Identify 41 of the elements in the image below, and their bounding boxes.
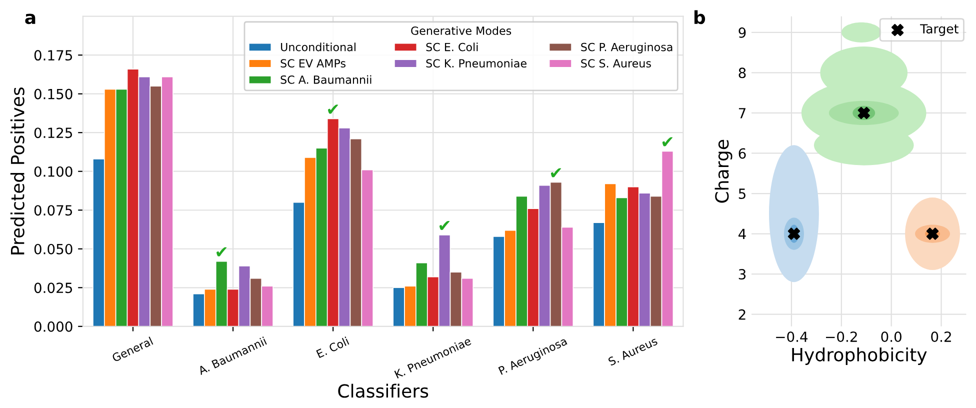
x-tick-label: 0.2 [931,332,951,342]
y-tick-label: 3 [738,269,746,280]
y-tick-label: 0.150 [34,88,72,100]
y-tick-label: 0.025 [34,282,72,294]
legend-label: Unconditional [281,42,356,52]
y-tick-label: 0.100 [34,166,72,177]
y-tick-label: 2 [738,309,746,320]
x-tick-label: −0.4 [776,332,808,342]
x-tick-label: 0.0 [881,332,902,342]
y-tick-label: 6 [738,148,746,159]
legend-title: Generative Modes [411,26,512,35]
x-axis-title: Hydrophobicity [792,347,927,365]
y-tick-label: 0.125 [34,128,72,138]
x-axis-title: Classifiers [338,384,428,398]
x-tick-label: −0.2 [826,332,857,342]
annotation: ✔ [216,247,227,256]
annotation: ✔ [328,104,338,114]
y-axis-title: Charge [714,140,732,203]
y-axis-title: Predicted Positives [10,87,24,254]
annotation: ✔ [439,220,450,230]
y-tick-label: 0.000 [34,321,72,332]
legend-label: SC A. Baumannii [280,75,372,84]
legend-label: SC EV AMPs [280,59,346,68]
text: a [25,14,36,24]
y-tick-label: 0.075 [34,205,72,216]
annotation: ✔ [550,168,562,178]
legend-label: SC P. Aeruginosa [581,42,672,54]
legend-label: Target [920,24,958,36]
y-tick-label: 9 [738,27,746,38]
y-tick-label: 7 [738,108,746,118]
text: b [694,10,706,24]
y-tick-label: 8 [738,68,746,78]
annotation: ✔ [662,137,673,146]
y-tick-label: 0.175 [34,50,72,61]
y-tick-label: 0.050 [34,244,72,254]
y-tick-label: 5 [738,188,746,199]
legend-label: SC K. Pneumoniae [426,58,526,68]
legend-label: SC S. Aureus [581,59,651,68]
legend-label: SC E. Coli [426,42,478,52]
y-tick-label: 4 [738,228,746,240]
x-tick-label: E. Coli [316,336,350,358]
